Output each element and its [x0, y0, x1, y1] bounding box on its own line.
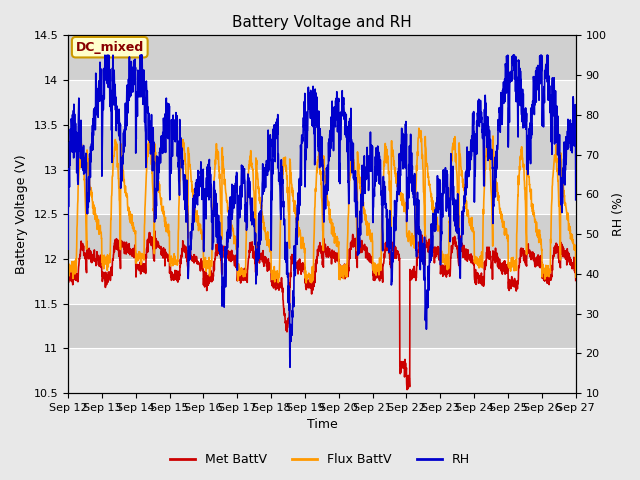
X-axis label: Time: Time: [307, 419, 337, 432]
Bar: [68, 304, 576, 348]
Bar: [68, 125, 576, 169]
Bar: [68, 214, 576, 259]
Text: DC_mixed: DC_mixed: [76, 41, 144, 54]
Y-axis label: Battery Voltage (V): Battery Voltage (V): [15, 155, 28, 274]
Legend: Met BattV, Flux BattV, RH: Met BattV, Flux BattV, RH: [165, 448, 475, 471]
Bar: [68, 259, 576, 304]
Bar: [68, 348, 576, 393]
Y-axis label: RH (%): RH (%): [612, 192, 625, 236]
Title: Battery Voltage and RH: Battery Voltage and RH: [232, 15, 412, 30]
Bar: [68, 80, 576, 125]
Bar: [68, 169, 576, 214]
Bar: [68, 36, 576, 80]
